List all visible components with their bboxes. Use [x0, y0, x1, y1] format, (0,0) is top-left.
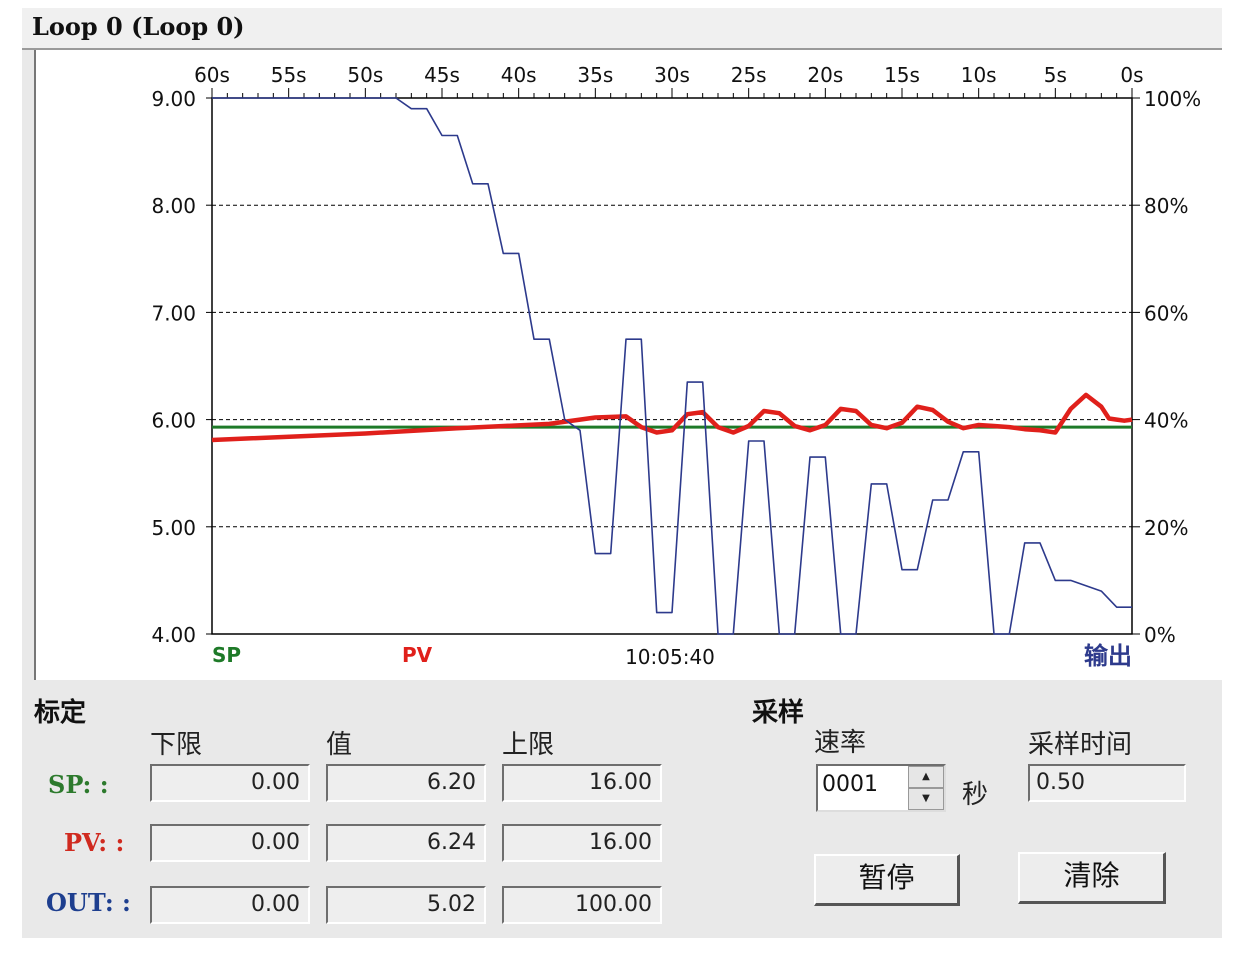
- sp-value-field[interactable]: 6.20: [326, 764, 486, 802]
- series-line-out: [212, 97, 1132, 635]
- y-left-tick-label: 6.00: [151, 409, 196, 433]
- x-tick-label: 60s: [194, 63, 230, 87]
- y-left-tick-label: 4.00: [151, 623, 196, 647]
- y-right-tick-label: 80%: [1144, 194, 1188, 218]
- window-title: Loop 0 (Loop 0): [32, 12, 245, 41]
- legend-out: 输出: [1084, 642, 1132, 670]
- pv-row-label: PV: :: [64, 828, 125, 857]
- y-left-tick-label: 8.00: [151, 194, 196, 218]
- y-right-tick-label: 60%: [1144, 301, 1188, 325]
- x-tick-label: 35s: [577, 63, 613, 87]
- spin-down-icon[interactable]: ▼: [908, 788, 944, 810]
- x-tick-label: 45s: [424, 63, 460, 87]
- pv-low-field[interactable]: 0.00: [150, 824, 310, 862]
- rate-label: 速率: [814, 728, 867, 758]
- legend-pv: PV: [402, 643, 433, 667]
- y-right-tick-label: 20%: [1144, 516, 1188, 540]
- y-right-tick-label: 0%: [1144, 623, 1176, 647]
- series-line-pv: [211, 392, 1133, 443]
- x-tick-label: 0s: [1120, 63, 1143, 87]
- spin-up-icon[interactable]: ▲: [908, 766, 944, 788]
- plot-frame: [211, 97, 1133, 635]
- col-low-label: 下限: [150, 730, 203, 760]
- sample-time-field[interactable]: 0.50: [1028, 764, 1186, 802]
- out-high-field[interactable]: 100.00: [502, 886, 662, 924]
- clear-button[interactable]: 清除: [1018, 852, 1166, 904]
- legend-sp: SP: [212, 643, 241, 667]
- trend-chart: 9.00 8.00 7.00 6.00 5.00 4.00 100% 80% 60% 40% 20%…: [151, 63, 1201, 670]
- sampling-title: 采样: [752, 698, 805, 728]
- col-value-label: 值: [326, 730, 353, 760]
- x-tick-label: 20s: [807, 63, 843, 87]
- x-tick-label: 30s: [654, 63, 690, 87]
- rate-value[interactable]: 0001: [822, 772, 878, 797]
- pv-high-field[interactable]: 16.00: [502, 824, 662, 862]
- sp-low-field[interactable]: 0.00: [150, 764, 310, 802]
- rate-unit-label: 秒: [962, 780, 989, 810]
- y-left-tick-label: 9.00: [151, 87, 196, 111]
- x-tick-label: 15s: [884, 63, 920, 87]
- sp-row-label: SP: :: [48, 770, 109, 799]
- x-tick-label: 40s: [501, 63, 537, 87]
- col-high-label: 上限: [502, 730, 555, 760]
- x-tick-label: 55s: [271, 63, 307, 87]
- rate-spinbox[interactable]: 0001 ▲ ▼: [816, 764, 946, 812]
- x-tick-label: 25s: [731, 63, 767, 87]
- y-right-tick-label: 40%: [1144, 409, 1188, 433]
- sample-time-label: 采样时间: [1028, 730, 1133, 760]
- loop-window: Loop 0 (Loop 0) 9.00 8.00 7.00 6.00 5.00 4.00…: [22, 8, 1224, 938]
- trend-chart-panel: 9.00 8.00 7.00 6.00 5.00 4.00 100% 80% 60% 40% 20%…: [34, 50, 1224, 680]
- y-left-tick-label: 7.00: [151, 301, 196, 325]
- pause-button[interactable]: 暂停: [814, 854, 960, 906]
- pv-value-field[interactable]: 6.24: [326, 824, 486, 862]
- x-tick-label: 10s: [961, 63, 997, 87]
- y-right-tick-label: 100%: [1144, 87, 1201, 111]
- out-row-label: OUT: :: [46, 888, 131, 917]
- out-value-field[interactable]: 5.02: [326, 886, 486, 924]
- y-left-tick-label: 5.00: [151, 516, 196, 540]
- rate-spin-buttons: ▲ ▼: [908, 766, 944, 810]
- calibration-title: 标定: [34, 698, 87, 728]
- x-tick-label: 50s: [347, 63, 383, 87]
- sp-high-field[interactable]: 16.00: [502, 764, 662, 802]
- title-bar: Loop 0 (Loop 0): [22, 8, 1222, 50]
- out-low-field[interactable]: 0.00: [150, 886, 310, 924]
- x-tick-label: 5s: [1044, 63, 1067, 87]
- chart-timestamp: 10:05:40: [625, 645, 715, 669]
